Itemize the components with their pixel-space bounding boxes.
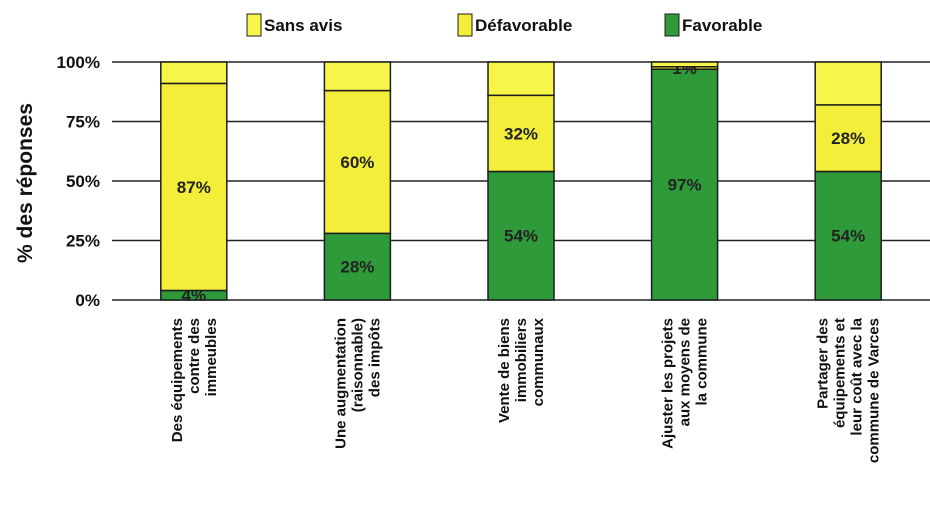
bar-segment-sans-avis bbox=[323, 61, 392, 92]
bar-segment-sans-avis bbox=[160, 61, 228, 85]
x-tick-label-line: leur coût avec la bbox=[849, 317, 866, 435]
data-label: 54% bbox=[504, 227, 538, 246]
bar-segment-sans-avis bbox=[814, 61, 882, 106]
x-tick-label-line: (raisonnable) bbox=[349, 318, 366, 412]
x-tick-label-line: équipements et bbox=[832, 318, 849, 428]
data-label: 28% bbox=[340, 258, 374, 277]
legend: Sans avis Défavorable Favorable bbox=[246, 13, 762, 37]
x-tick-label-line: Ajuster les projets bbox=[660, 318, 677, 449]
bar-segment-sans-avis bbox=[487, 61, 555, 97]
bar-segment-d-favorable bbox=[487, 94, 555, 173]
bar-segment-d-favorable bbox=[323, 89, 392, 235]
y-tick-label: 100% bbox=[57, 53, 100, 72]
y-tick-label: 0% bbox=[75, 291, 100, 310]
bar-segment-favorable bbox=[814, 170, 882, 301]
x-tick-label-line: aux moyens de bbox=[677, 318, 694, 426]
legend-swatch bbox=[664, 13, 680, 37]
x-tick-label-line: Vente de biens bbox=[496, 318, 513, 423]
x-tick-label: Ajuster les projets aux moyens de la commu… bbox=[660, 318, 711, 449]
legend-label: Défavorable bbox=[475, 16, 572, 35]
bar-segment-sans-avis bbox=[650, 61, 719, 68]
bars: 4%87%28%60%54%32%97%1%54%28% bbox=[160, 59, 882, 305]
x-tick-label: Une augmentation (raisonnable) des impôts bbox=[332, 318, 383, 449]
legend-swatch bbox=[246, 13, 262, 37]
x-tick-label: Partager des équipements et leur coût avec… bbox=[815, 317, 883, 463]
data-label: 32% bbox=[504, 124, 538, 143]
data-label: 87% bbox=[177, 178, 211, 197]
x-axis-labels: Des équipements contre des immeubles Une au… bbox=[169, 317, 883, 463]
data-label: 60% bbox=[340, 153, 374, 172]
legend-swatch bbox=[457, 13, 473, 37]
bar-segment-favorable bbox=[650, 68, 719, 301]
x-tick-label-line: commune de Varces bbox=[866, 318, 883, 463]
x-tick-label-line: immobiliers bbox=[513, 318, 530, 402]
x-tick-label-line: la commune bbox=[694, 318, 711, 406]
y-axis-label: % des réponses bbox=[14, 103, 37, 263]
y-tick-label: 75% bbox=[66, 113, 100, 132]
data-label: 54% bbox=[831, 227, 865, 246]
data-label: 28% bbox=[831, 129, 865, 148]
legend-label: Sans avis bbox=[264, 16, 342, 35]
x-tick-label-line: communaux bbox=[530, 317, 547, 406]
x-tick-label-line: Partager des bbox=[815, 318, 832, 409]
x-tick-label: Vente de biens immobiliers communaux bbox=[496, 317, 547, 423]
bar-segment-d-favorable bbox=[160, 82, 228, 292]
x-tick-label-line: Des équipements bbox=[169, 318, 186, 442]
x-tick-label-line: immeubles bbox=[203, 318, 220, 396]
bar-segment-favorable bbox=[487, 170, 555, 301]
y-tick-label: 25% bbox=[66, 232, 100, 251]
x-tick-label-line: contre des bbox=[186, 318, 203, 394]
y-tick-label: 50% bbox=[66, 172, 100, 191]
data-label: 97% bbox=[668, 176, 702, 195]
x-tick-label-line: des impôts bbox=[366, 318, 383, 397]
x-tick-label-line: Une augmentation bbox=[332, 318, 349, 449]
legend-label: Favorable bbox=[682, 16, 762, 35]
y-axis: 0% 25% 50% 75% 100% bbox=[57, 53, 100, 310]
x-tick-label: Des équipements contre des immeubles bbox=[169, 318, 220, 442]
